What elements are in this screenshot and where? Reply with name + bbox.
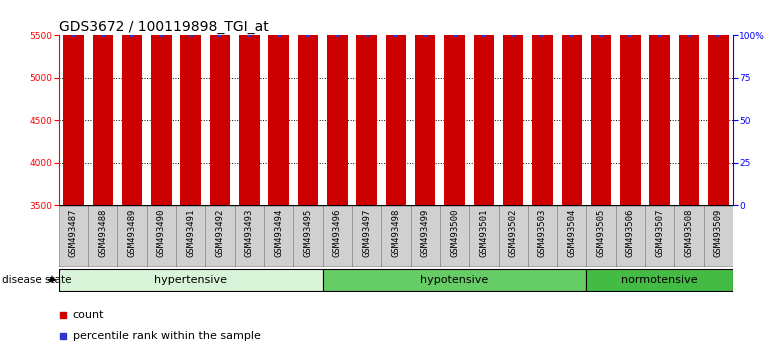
Bar	[474, 0, 494, 205]
Bar	[323, 205, 352, 267]
Bar	[445, 0, 465, 205]
Bar	[59, 268, 323, 291]
Bar	[411, 205, 440, 267]
Bar	[586, 268, 733, 291]
Bar	[234, 205, 264, 267]
Text: percentile rank within the sample: percentile rank within the sample	[72, 331, 260, 341]
Text: GSM493502: GSM493502	[509, 209, 517, 257]
Bar	[93, 0, 113, 205]
Bar	[88, 205, 118, 267]
Bar	[645, 205, 674, 267]
Text: GSM493489: GSM493489	[128, 209, 136, 257]
Text: count: count	[72, 310, 104, 320]
Bar	[151, 0, 172, 205]
Bar	[415, 0, 435, 205]
Bar	[532, 0, 553, 205]
Bar	[64, 0, 84, 205]
Bar	[528, 205, 557, 267]
Bar	[615, 205, 645, 267]
Text: GSM493497: GSM493497	[362, 209, 371, 257]
Bar	[557, 205, 586, 267]
Bar	[180, 0, 201, 205]
Bar	[264, 205, 293, 267]
Text: GSM493504: GSM493504	[568, 209, 576, 257]
Text: GSM493487: GSM493487	[69, 209, 78, 257]
Bar	[381, 205, 411, 267]
Text: GSM493492: GSM493492	[216, 209, 224, 257]
Text: GSM493501: GSM493501	[479, 209, 488, 257]
Bar	[674, 205, 704, 267]
Text: normotensive: normotensive	[622, 275, 698, 285]
Bar	[561, 0, 582, 205]
Bar	[205, 205, 234, 267]
Bar	[118, 205, 147, 267]
Text: GSM493508: GSM493508	[684, 209, 694, 257]
Bar	[591, 0, 612, 205]
Bar	[649, 0, 670, 205]
Bar	[239, 0, 260, 205]
Text: GDS3672 / 100119898_TGI_at: GDS3672 / 100119898_TGI_at	[59, 21, 269, 34]
Bar	[386, 0, 406, 205]
Bar	[147, 205, 176, 267]
Text: hypotensive: hypotensive	[420, 275, 488, 285]
Bar	[122, 0, 143, 205]
Text: GSM493491: GSM493491	[187, 209, 195, 257]
Text: GSM493509: GSM493509	[714, 209, 723, 257]
Text: disease state: disease state	[2, 275, 72, 285]
Bar	[499, 205, 528, 267]
Text: GSM493495: GSM493495	[303, 209, 313, 257]
Bar	[327, 0, 347, 205]
Bar	[469, 205, 499, 267]
Bar	[293, 205, 323, 267]
Text: GSM493503: GSM493503	[538, 209, 547, 257]
Bar	[586, 205, 615, 267]
Text: GSM493507: GSM493507	[655, 209, 664, 257]
Bar	[704, 205, 733, 267]
Bar	[268, 0, 289, 205]
Text: hypertensive: hypertensive	[154, 275, 227, 285]
Bar	[708, 0, 728, 205]
Bar	[298, 0, 318, 205]
Text: GSM493506: GSM493506	[626, 209, 635, 257]
Text: GSM493488: GSM493488	[98, 209, 107, 257]
Text: GSM493490: GSM493490	[157, 209, 166, 257]
Bar	[620, 0, 641, 205]
Text: GSM493505: GSM493505	[597, 209, 605, 257]
Bar	[210, 0, 230, 205]
Text: GSM493494: GSM493494	[274, 209, 283, 257]
Text: GSM493493: GSM493493	[245, 209, 254, 257]
Bar	[352, 205, 381, 267]
Bar	[357, 0, 377, 205]
Bar	[679, 0, 699, 205]
Text: GSM493498: GSM493498	[391, 209, 401, 257]
Text: GSM493496: GSM493496	[332, 209, 342, 257]
Bar	[176, 205, 205, 267]
Text: GSM493500: GSM493500	[450, 209, 459, 257]
Bar	[440, 205, 469, 267]
Bar	[59, 205, 88, 267]
Bar	[503, 0, 524, 205]
Bar	[323, 268, 586, 291]
Text: GSM493499: GSM493499	[421, 209, 430, 257]
